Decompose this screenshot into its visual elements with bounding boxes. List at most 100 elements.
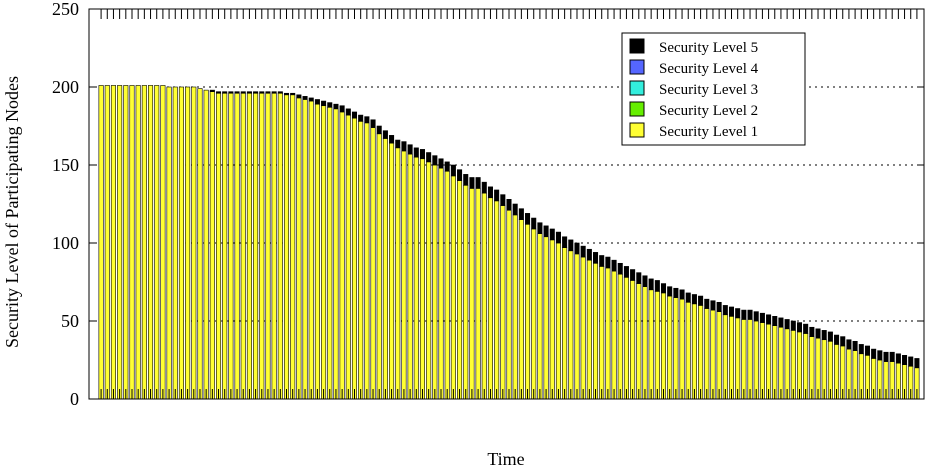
- bar-level1-81: [599, 266, 605, 400]
- bar-level5-88: [642, 275, 648, 287]
- bar-level5-131: [908, 356, 914, 367]
- bar-level5-94: [679, 289, 685, 300]
- bar-level1-40: [345, 114, 351, 400]
- bar-level1-45: [376, 133, 382, 400]
- bar-level5-81: [599, 255, 605, 267]
- bar-level5-105: [747, 309, 753, 320]
- bar-level1-95: [685, 301, 691, 400]
- bar-level5-65: [500, 194, 506, 206]
- bar-level5-59: [463, 174, 469, 186]
- y-axis-title: Security Level of Participating Nodes: [2, 76, 22, 348]
- bar-level5-70: [531, 217, 537, 230]
- bar-level1-9: [154, 85, 160, 400]
- bar-level5-108: [766, 314, 772, 325]
- bar-level5-55: [438, 158, 444, 169]
- bar-level1-102: [728, 316, 735, 400]
- bar-level5-76: [568, 239, 574, 252]
- bar-level1-48: [395, 147, 401, 400]
- bar-level1-72: [543, 236, 549, 400]
- bar-level1-78: [580, 256, 586, 400]
- bar-level1-51: [413, 156, 419, 400]
- bar-level1-7: [141, 85, 147, 400]
- legend-label-level2: Security Level 2: [659, 103, 758, 119]
- bar-level5-38: [333, 103, 339, 110]
- bar-level1-99: [710, 309, 716, 400]
- bar-level5-29: [277, 91, 283, 94]
- bar-level5-120: [840, 336, 846, 347]
- bar-level5-37: [327, 102, 333, 108]
- bar-level1-103: [735, 317, 741, 400]
- bar-level1-1: [104, 85, 110, 400]
- bar-level1-27: [265, 92, 271, 400]
- bar-level1-49: [401, 150, 407, 400]
- bar-level5-33: [302, 96, 308, 100]
- bar-level5-114: [803, 323, 809, 334]
- bar-level5-106: [753, 311, 759, 322]
- bar-level1-68: [518, 219, 524, 400]
- bar-level5-123: [858, 344, 864, 355]
- bar-level1-55: [438, 167, 444, 400]
- bar-level5-121: [846, 339, 852, 350]
- bar-level1-62: [481, 192, 487, 400]
- bar-level5-62: [481, 181, 487, 194]
- bar-level5-41: [351, 111, 358, 119]
- legend-label-level4: Security Level 4: [659, 61, 759, 77]
- bar-level5-128: [889, 351, 895, 362]
- bar-level5-50: [407, 144, 413, 155]
- bar-level5-98: [704, 298, 710, 309]
- bar-level5-66: [506, 199, 512, 211]
- bar-level1-87: [636, 283, 642, 400]
- bar-level5-72: [543, 225, 549, 238]
- bar-level5-118: [827, 331, 833, 342]
- bar-level5-107: [759, 312, 765, 323]
- bar-level5-40: [345, 108, 351, 116]
- bar-level5-85: [623, 266, 629, 278]
- bar-level1-46: [382, 138, 388, 400]
- plot-frame: [88, 8, 925, 400]
- y-tick-label-50: 50: [61, 311, 79, 331]
- bar-level1-96: [691, 303, 697, 400]
- bar-level1-42: [358, 121, 364, 400]
- bar-level1-25: [253, 92, 259, 400]
- bar-level1-6: [135, 85, 141, 400]
- bar-level5-36: [321, 100, 327, 107]
- bar-level1-28: [271, 92, 277, 400]
- bar-level5-24: [246, 91, 252, 94]
- bar-level1-104: [741, 319, 747, 400]
- bar-level1-66: [506, 209, 512, 400]
- bar-level5-99: [710, 300, 716, 311]
- legend-label-level1: Security Level 1: [659, 124, 758, 140]
- bar-level5-109: [772, 316, 778, 326]
- bar-level1-17: [203, 89, 209, 400]
- bar-level1-101: [722, 314, 728, 400]
- bar-level1-90: [654, 291, 660, 400]
- bar-level1-41: [351, 117, 358, 400]
- bar-level1-15: [191, 86, 197, 400]
- bar-level5-124: [864, 345, 870, 356]
- bar-level1-94: [679, 298, 685, 400]
- bar-level5-43: [364, 116, 370, 124]
- bar-level5-28: [271, 91, 277, 94]
- bar-level5-89: [648, 278, 654, 291]
- bar-level1-18: [209, 91, 215, 400]
- bar-level1-10: [160, 85, 166, 400]
- bar-level5-23: [240, 91, 246, 94]
- bar-level5-132: [914, 358, 920, 369]
- bar-level1-4: [123, 85, 129, 400]
- bar-level5-100: [716, 301, 722, 312]
- bar-level5-119: [834, 334, 840, 345]
- bar-level5-68: [518, 208, 524, 220]
- bar-level1-50: [407, 153, 413, 400]
- bar-level1-29: [277, 92, 283, 400]
- bar-level1-57: [450, 175, 456, 400]
- bar-level1-5: [129, 85, 135, 400]
- bar-level5-129: [895, 353, 901, 364]
- bar-level1-21: [228, 92, 234, 400]
- bar-level5-87: [636, 272, 642, 284]
- legend-swatch-level3: [629, 80, 645, 96]
- bar-level1-74: [555, 242, 561, 400]
- legend-label-level5: Security Level 5: [659, 40, 758, 56]
- bar-level1-8: [148, 85, 154, 400]
- bar-level1-98: [704, 308, 710, 400]
- bar-level1-24: [246, 92, 252, 400]
